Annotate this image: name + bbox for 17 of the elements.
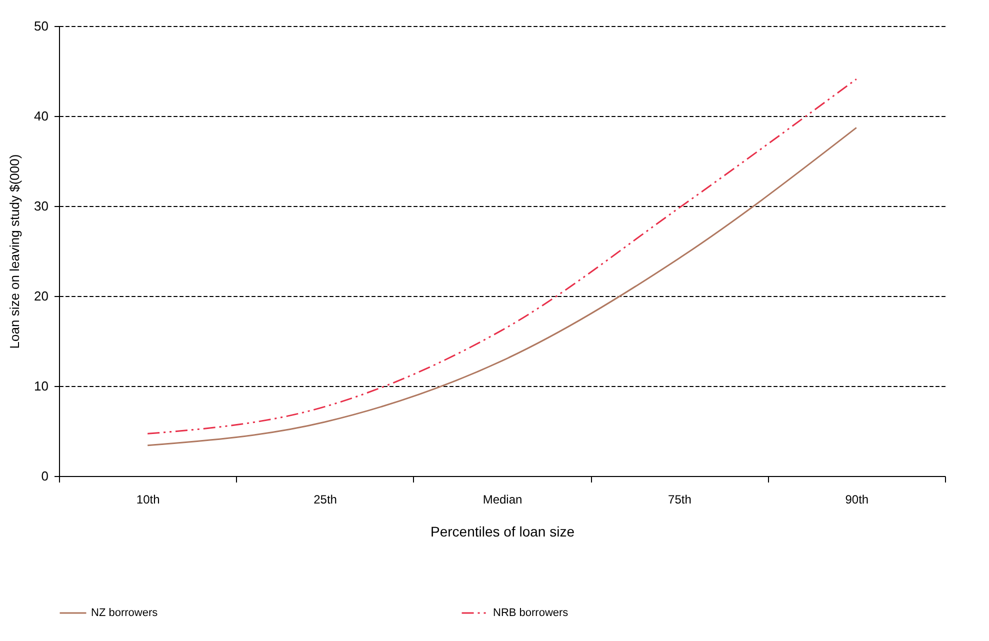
x-tick-label: 75th: [668, 492, 692, 506]
y-tick-label: 20: [34, 288, 48, 304]
y-tick-label: 50: [34, 18, 48, 34]
x-axis-title: Percentiles of loan size: [430, 524, 575, 540]
x-tick-label: 90th: [845, 492, 869, 506]
y-tick-label: 40: [34, 108, 48, 124]
x-tick-label: 25th: [314, 492, 337, 506]
line-series: [146, 78, 858, 434]
x-tick-label: 10th: [136, 492, 160, 506]
legend-label: NRB borrowers: [493, 607, 569, 619]
y-tick-label: 10: [34, 378, 48, 394]
y-axis-title: Loan size on leaving study $(000): [7, 154, 22, 349]
x-tick-label: Median: [482, 492, 522, 506]
y-tick-label: 30: [34, 198, 48, 214]
line-series: [146, 126, 858, 446]
y-tick-label: 0: [41, 468, 48, 484]
legend-label: NZ borrowers: [91, 607, 158, 619]
